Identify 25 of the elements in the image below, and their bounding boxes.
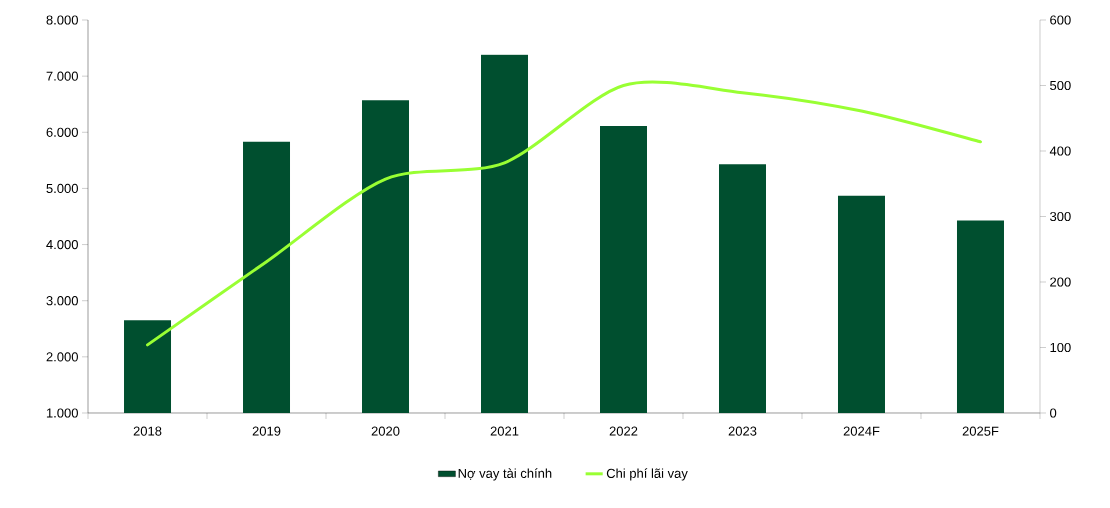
x-tick-label: 2021 [490,426,519,436]
y-tick-label: 7.000 [46,71,78,81]
x-tick-label: 2023 [728,426,757,436]
y-tick-label: 2.000 [46,352,78,362]
x-tick-label: 2025F [962,426,999,436]
y2-tick-label: 300 [1050,211,1071,222]
x-tick-label: 2022 [609,426,638,436]
y-tick-label: 6.000 [46,127,78,137]
x-tick-label: 2020 [371,426,400,436]
x-tick-label: 2018 [133,426,162,436]
y2-tick-label: 0 [1050,408,1057,418]
x-tick-label: 2019 [252,426,281,436]
y-tick-label: 5.000 [46,183,78,194]
y-tick-label: 1.000 [46,408,78,418]
x-tick-label: 2024F [843,426,880,436]
y2-tick-label: 100 [1050,342,1071,353]
y2-tick-label: 200 [1050,277,1071,287]
y-tick-label: 8.000 [46,15,78,25]
y2-tick-label: 500 [1050,80,1071,91]
y-tick-label: 3.000 [46,296,78,306]
y2-tick-label: 400 [1049,146,1071,156]
y2-tick-label: 600 [1050,15,1071,25]
legend-label: Chi phí lãi vay [606,468,688,481]
y-tick-label: 4.000 [46,239,78,250]
legend-label: Nợ vay tài chính [458,468,552,481]
